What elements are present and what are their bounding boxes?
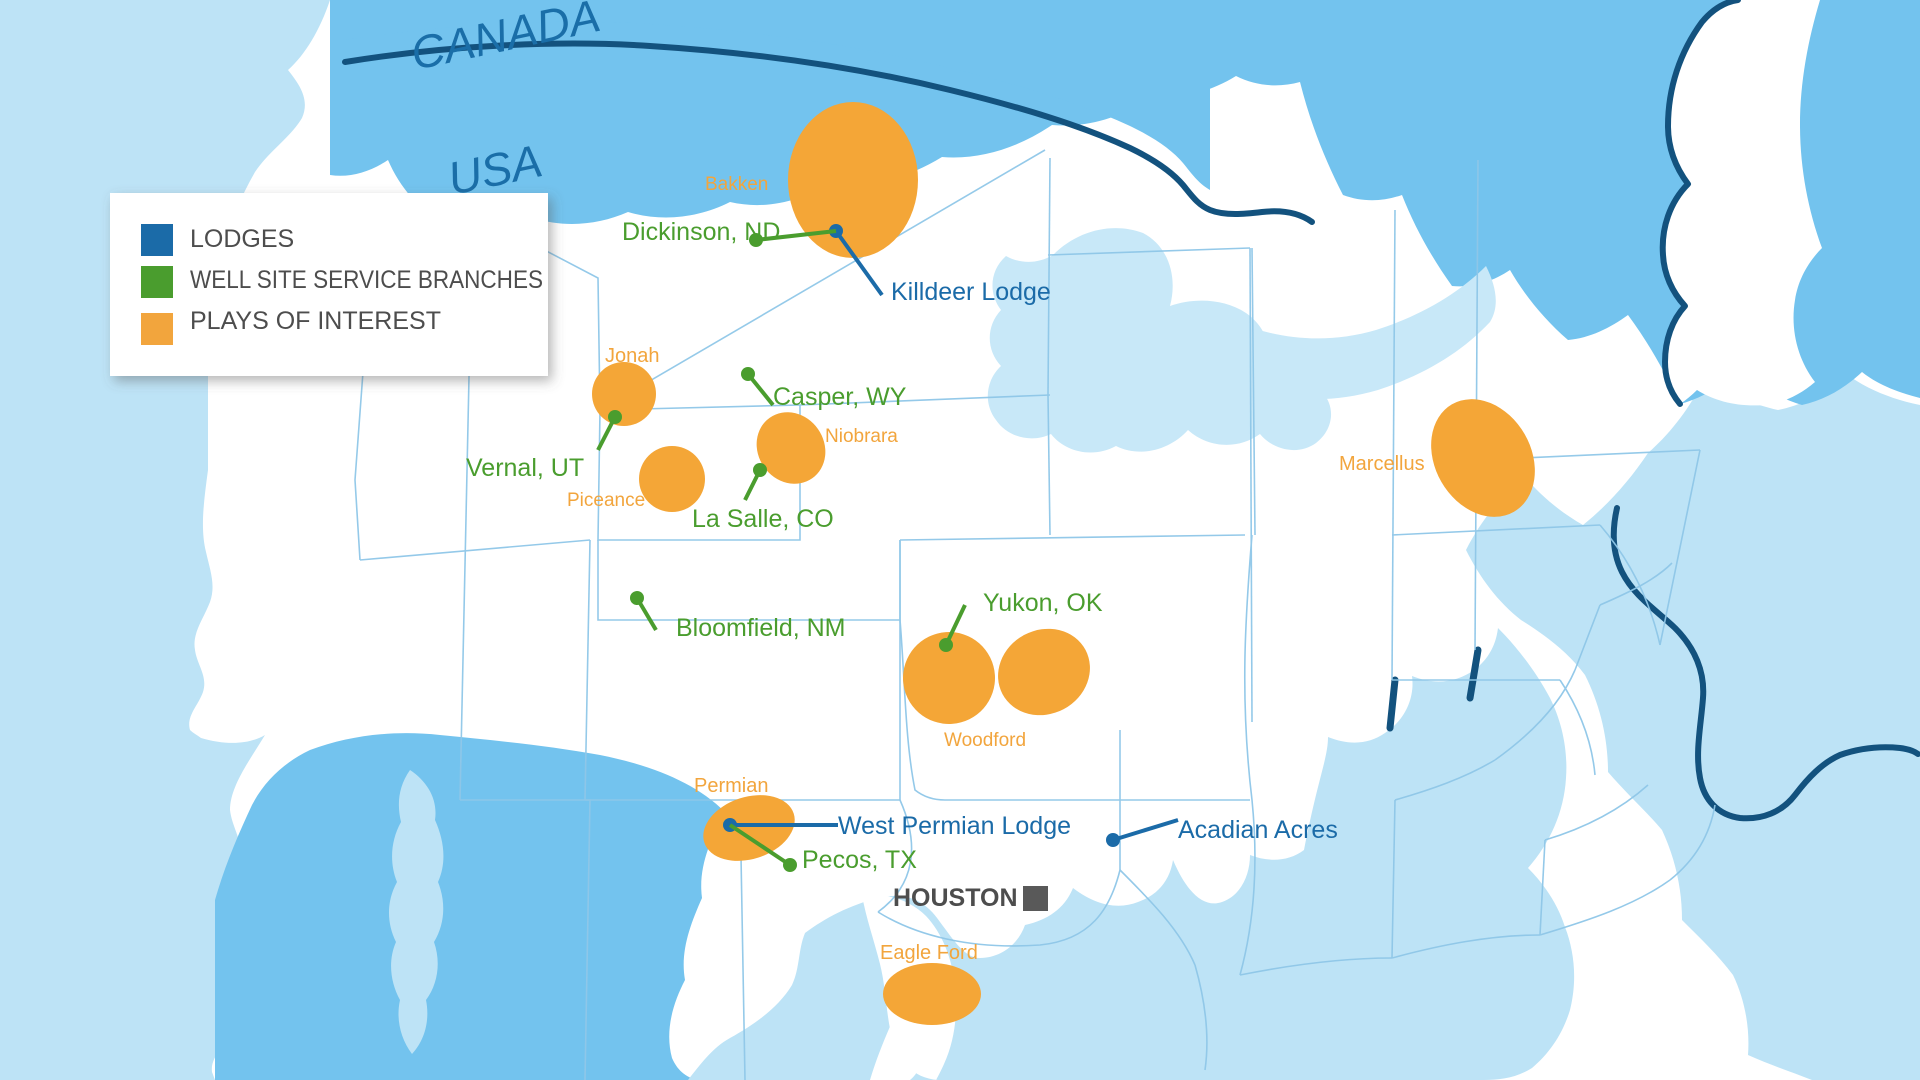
svg-text:Eagle Ford: Eagle Ford bbox=[880, 942, 978, 964]
svg-text:Jonah: Jonah bbox=[605, 345, 660, 367]
svg-text:Casper, WY: Casper, WY bbox=[773, 383, 907, 411]
svg-text:Yukon, OK: Yukon, OK bbox=[983, 589, 1103, 617]
svg-text:Acadian Acres: Acadian Acres bbox=[1178, 816, 1338, 844]
svg-text:LODGES: LODGES bbox=[190, 225, 294, 253]
svg-text:West Permian Lodge: West Permian Lodge bbox=[838, 812, 1071, 840]
svg-text:Permian: Permian bbox=[694, 775, 768, 797]
svg-text:Vernal, UT: Vernal, UT bbox=[466, 454, 584, 482]
svg-text:Killdeer Lodge: Killdeer Lodge bbox=[891, 278, 1051, 306]
svg-text:Dickinson, ND: Dickinson, ND bbox=[622, 218, 780, 246]
svg-text:Marcellus: Marcellus bbox=[1339, 453, 1425, 475]
svg-text:Piceance: Piceance bbox=[567, 490, 645, 511]
svg-text:Bakken: Bakken bbox=[705, 174, 768, 195]
svg-text:Pecos, TX: Pecos, TX bbox=[802, 846, 917, 874]
svg-text:Niobrara: Niobrara bbox=[825, 426, 898, 447]
svg-text:WELL SITE SERVICE BRANCHES: WELL SITE SERVICE BRANCHES bbox=[190, 266, 543, 294]
svg-text:HOUSTON: HOUSTON bbox=[893, 884, 1018, 912]
svg-text:La Salle, CO: La Salle, CO bbox=[692, 505, 834, 533]
svg-text:PLAYS OF INTEREST: PLAYS OF INTEREST bbox=[190, 307, 441, 335]
svg-text:Woodford: Woodford bbox=[944, 730, 1026, 751]
svg-text:Bloomfield, NM: Bloomfield, NM bbox=[676, 614, 846, 642]
